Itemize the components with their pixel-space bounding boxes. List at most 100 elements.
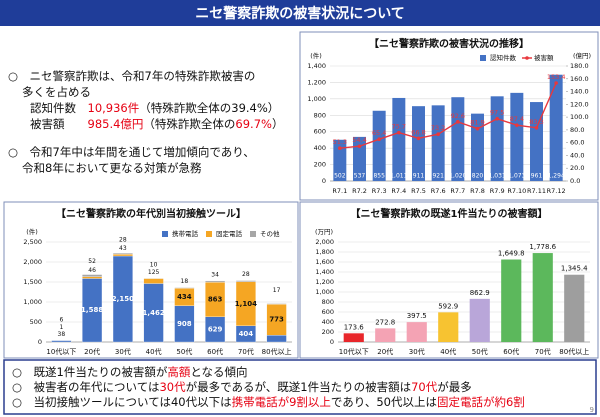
bar-value-label: 911 (413, 173, 425, 180)
legend-label: 固定電話 (216, 229, 243, 238)
y-tick-label: 1,500 (23, 278, 42, 286)
line-value-label: 83.3 (529, 118, 543, 126)
bar-value-label: 1,778.6 (529, 243, 556, 251)
segment-label: 434 (177, 293, 192, 301)
y-tick-label: 1,600 (315, 258, 334, 266)
text-segment: 携帯電話が9割以上 (232, 395, 331, 409)
line-marker (377, 137, 381, 142)
y-tick-label: 500 (30, 318, 42, 326)
y2-tick-label: 180.0 (570, 62, 589, 70)
text-segment: であり、50代以上は (331, 395, 437, 409)
segment-label: 629 (208, 325, 223, 333)
bar (375, 328, 396, 342)
y-tick-label: 1,000 (23, 298, 42, 306)
y-tick-label: 600 (322, 308, 334, 316)
segment-label: 38 (58, 331, 66, 338)
y-tick-label: 1,000 (307, 95, 326, 103)
bar-value-label: 862.9 (470, 289, 490, 297)
bar (412, 106, 425, 181)
bar-segment (82, 276, 103, 279)
segment-label: 863 (208, 296, 223, 304)
bar-value-label: 921 (432, 173, 444, 180)
y2-tick-label: 0.0 (570, 177, 580, 185)
legend-label: 携帯電話 (172, 229, 199, 238)
bar-value-label: 1,011 (390, 173, 407, 180)
line-value-label: 97.5 (490, 109, 504, 117)
x-tick-label: 80代以上 (262, 347, 292, 356)
chart-title: 【ニセ警察詐欺の既遂1件当たりの被害額】 (351, 207, 548, 220)
text-line: ○ 既遂1件当たりの被害額が高額となる傾向 (12, 365, 248, 379)
bar (438, 312, 459, 342)
legend-marker (525, 56, 529, 60)
x-tick-label: 10代以下 (46, 347, 76, 356)
y2-tick-label: 100.0 (570, 113, 589, 121)
slide-title: ニセ警察詐欺の被害状況について (195, 5, 405, 22)
x-tick-label: 60代 (207, 347, 223, 356)
y2-tick-label: 60.0 (570, 139, 584, 147)
y2-axis-label: (億円) (573, 51, 591, 60)
bar-value-label: 1,649.8 (498, 250, 525, 258)
bar-value-label: 961 (531, 173, 543, 180)
text-line: 多くを占める (22, 85, 91, 99)
page-number: 9 (590, 406, 594, 414)
bar (353, 136, 366, 181)
x-tick-label: 20代 (377, 347, 393, 356)
line-marker (338, 146, 342, 151)
y-tick-label: 1,800 (315, 248, 334, 256)
line-marker (534, 125, 539, 130)
x-tick-label: 70代 (535, 347, 551, 356)
bar-segment (235, 280, 256, 282)
bar-segment (112, 253, 133, 255)
bar-value-label: 502 (334, 173, 346, 180)
bar (471, 113, 484, 181)
bar-value-label: 272.8 (375, 318, 395, 326)
text-segment: 多くを占める (22, 85, 91, 99)
text-segment: ○ 当初接触ツールについては40代以下は (12, 395, 232, 409)
segment-label: 2,150 (112, 295, 134, 303)
text-segment: が最多であるが、既遂1件当たりの被害額は (186, 380, 411, 394)
bar-segment (266, 303, 287, 305)
x-tick-label: 40代 (146, 347, 162, 356)
bar-segment (266, 335, 287, 343)
bar (510, 92, 524, 181)
x-tick-label: R7.4 (391, 187, 406, 195)
text-segment: （特殊詐欺全体の (143, 117, 235, 131)
x-tick-label: 50代 (176, 347, 192, 356)
line-marker (436, 132, 440, 137)
line-value-label: 75.7 (392, 123, 406, 131)
y-tick-label: 2,000 (23, 258, 42, 266)
chart-frame (299, 31, 599, 201)
y-tick-label: 400 (322, 318, 334, 326)
chart-title: 【ニセ警察詐欺の年代別当初接触ツール】 (56, 207, 246, 220)
text-segment: が最多 (437, 380, 472, 394)
text-segment: 被害額 (30, 117, 88, 131)
legend-swatch (206, 231, 212, 237)
line-value-label: 66.8 (411, 128, 425, 136)
segment-label: 28 (242, 271, 250, 278)
bar (333, 139, 347, 181)
text-segment: 10,936件 (88, 101, 140, 115)
x-tick-label: 50代 (472, 347, 488, 356)
text-segment: となる傾向 (190, 365, 247, 379)
line-marker (554, 81, 558, 85)
x-tick-label: 60代 (503, 347, 519, 356)
text-segment: 認知件数 (30, 101, 88, 115)
segment-label: 404 (239, 330, 254, 338)
text-segment: 70代 (411, 380, 438, 394)
x-tick-label: 30代 (115, 347, 131, 356)
x-tick-label: R7.10 (507, 187, 526, 195)
segment-label: 17 (273, 287, 281, 294)
segment-label: 10 (150, 262, 158, 269)
bar (451, 97, 465, 181)
y-tick-label: 0 (38, 338, 42, 346)
legend-swatch (480, 55, 486, 61)
bar-value-label: 397.5 (407, 312, 427, 320)
line-marker (397, 130, 401, 135)
text-segment: 69.7% (235, 117, 272, 131)
bar (549, 74, 563, 181)
text-line: ○ 当初接触ツールについては40代以下は携帯電話が9割以上であり、50代以上は固… (12, 395, 525, 409)
line-marker (456, 120, 460, 124)
segment-label: 28 (119, 237, 127, 244)
line-marker (475, 126, 480, 131)
